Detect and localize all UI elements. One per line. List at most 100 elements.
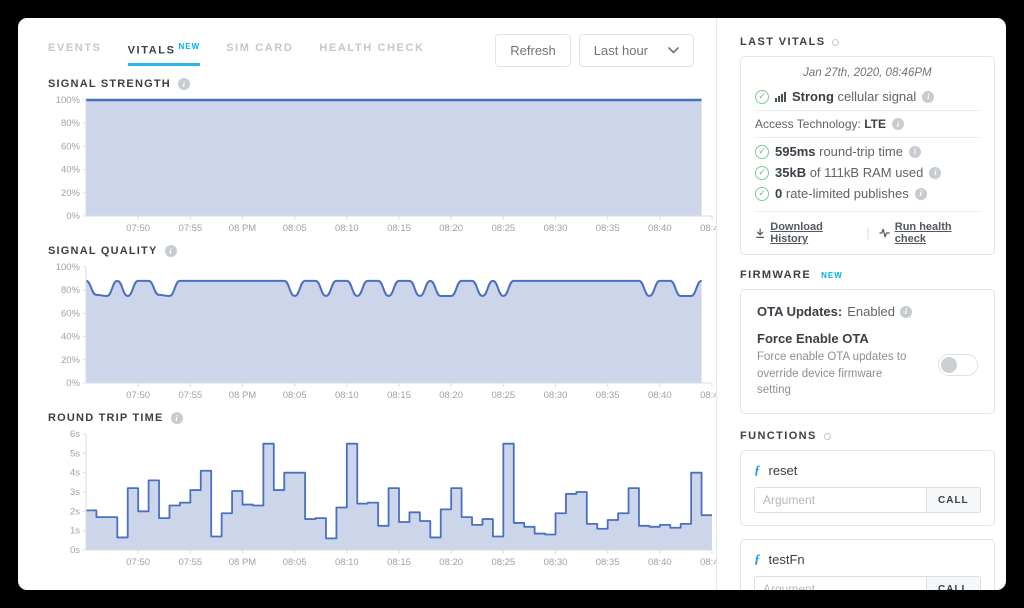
svg-text:08:15: 08:15 bbox=[387, 557, 411, 568]
info-icon[interactable]: i bbox=[164, 245, 177, 257]
svg-text:07:55: 07:55 bbox=[178, 223, 202, 234]
last-vitals-header: LAST VITALS bbox=[740, 36, 995, 48]
function-card-reset: ƒ reset CALL bbox=[740, 450, 995, 527]
new-badge: NEW bbox=[178, 42, 201, 51]
info-icon[interactable]: i bbox=[922, 90, 935, 103]
svg-text:08:20: 08:20 bbox=[439, 390, 463, 401]
svg-text:20%: 20% bbox=[61, 355, 81, 366]
info-icon[interactable]: i bbox=[914, 187, 927, 200]
tab-vitals-label: VITALS bbox=[127, 44, 176, 57]
signal-strength-chart: 0% 20% 40% 60% 80% 100% 07:50 07:55 08 PM 08:05 08… bbox=[56, 95, 724, 234]
svg-text:5s: 5s bbox=[70, 448, 80, 459]
call-button[interactable]: CALL bbox=[926, 576, 981, 590]
info-icon[interactable]: i bbox=[908, 145, 921, 158]
svg-text:08 PM: 08 PM bbox=[229, 390, 257, 401]
signal-quality-title: SIGNAL QUALITY bbox=[48, 245, 158, 257]
rate-limited-publishes-row: ✓ 0 rate-limited publishes i bbox=[755, 183, 980, 204]
round-trip-time-row: ✓ 595ms round-trip time i bbox=[755, 141, 980, 162]
svg-text:07:50: 07:50 bbox=[126, 390, 150, 401]
functions-header-label: FUNCTIONS bbox=[740, 430, 817, 443]
chevron-down-icon bbox=[668, 47, 679, 54]
info-icon[interactable]: i bbox=[899, 305, 912, 318]
svg-text:07:55: 07:55 bbox=[178, 557, 202, 568]
svg-text:100%: 100% bbox=[56, 262, 81, 273]
svg-text:6s: 6s bbox=[70, 429, 80, 440]
heartbeat-icon bbox=[879, 228, 890, 238]
argument-input[interactable] bbox=[754, 487, 927, 514]
force-ota-description: Force enable OTA updates to override dev… bbox=[757, 351, 907, 397]
svg-text:08 PM: 08 PM bbox=[229, 557, 257, 568]
svg-text:08:15: 08:15 bbox=[387, 390, 411, 401]
tab-vitals[interactable]: VITALS NEW bbox=[127, 42, 201, 66]
tab-sim-card[interactable]: SIM CARD bbox=[226, 42, 294, 54]
svg-text:40%: 40% bbox=[61, 332, 81, 343]
svg-text:07:50: 07:50 bbox=[126, 223, 150, 234]
svg-text:40%: 40% bbox=[61, 165, 81, 176]
info-icon[interactable]: i bbox=[891, 118, 904, 130]
signal-bars-icon bbox=[775, 91, 786, 102]
svg-text:80%: 80% bbox=[61, 118, 81, 129]
ram-text: of 111kB RAM used bbox=[809, 165, 924, 180]
svg-text:0s: 0s bbox=[70, 545, 80, 556]
toggle-knob bbox=[940, 357, 957, 373]
signal-strength-text: cellular signal bbox=[837, 89, 917, 104]
check-icon: ✓ bbox=[755, 144, 769, 159]
svg-text:08:45: 08:45 bbox=[700, 223, 716, 234]
svg-text:20%: 20% bbox=[61, 188, 81, 199]
tab-bar: EVENTS VITALS NEW SIM CARD HEALTH CHECK bbox=[48, 34, 425, 66]
ota-updates-row: OTA Updates: Enabled i bbox=[757, 304, 978, 319]
svg-text:08:10: 08:10 bbox=[335, 223, 359, 234]
svg-text:4s: 4s bbox=[70, 468, 80, 479]
signal-strength-section: SIGNAL STRENGTH i 0% 20% 40% 60% 80% 100% 07:5… bbox=[48, 78, 724, 241]
force-ota-toggle[interactable] bbox=[937, 354, 978, 376]
download-history-link[interactable]: Download History bbox=[755, 221, 857, 245]
svg-text:08:35: 08:35 bbox=[596, 223, 620, 234]
divider: | bbox=[866, 226, 870, 240]
chart-controls: Refresh Last hour bbox=[495, 34, 694, 67]
vitals-main-panel: EVENTS VITALS NEW SIM CARD HEALTH CHECK R… bbox=[18, 18, 724, 590]
tab-events[interactable]: EVENTS bbox=[48, 42, 102, 54]
access-technology-row: Access Technology: LTE i bbox=[755, 110, 980, 138]
vitals-actions: Download History | Run health check bbox=[755, 211, 980, 245]
force-enable-ota-row: Force Enable OTA Force enable OTA update… bbox=[757, 331, 978, 399]
svg-text:08:30: 08:30 bbox=[544, 390, 568, 401]
svg-text:08:45: 08:45 bbox=[700, 557, 716, 568]
force-ota-title: Force Enable OTA bbox=[757, 331, 869, 346]
check-icon: ✓ bbox=[755, 165, 769, 180]
svg-text:08:25: 08:25 bbox=[491, 223, 515, 234]
info-icon[interactable]: i bbox=[929, 166, 942, 179]
ram-used-row: ✓ 35kB of 111kB RAM used i bbox=[755, 162, 980, 183]
svg-text:08:05: 08:05 bbox=[283, 557, 307, 568]
svg-text:0%: 0% bbox=[66, 378, 80, 389]
svg-text:08:10: 08:10 bbox=[335, 390, 359, 401]
time-range-value: Last hour bbox=[593, 43, 648, 58]
signal-quality-section: SIGNAL QUALITY i 0% 20% 40% 60% 80% 100% 07:50… bbox=[48, 245, 724, 408]
time-range-select[interactable]: Last hour bbox=[578, 34, 694, 67]
function-icon: ƒ bbox=[754, 551, 761, 567]
round-trip-time-section: ROUND TRIP TIME i 0s 1s 2s 3s 4s 5s 6s 07:50 07:… bbox=[48, 412, 724, 575]
run-health-check-link[interactable]: Run health check bbox=[879, 221, 980, 245]
svg-text:60%: 60% bbox=[61, 141, 81, 152]
svg-text:08:40: 08:40 bbox=[648, 557, 672, 568]
status-dot-icon bbox=[823, 432, 831, 440]
call-button[interactable]: CALL bbox=[926, 487, 981, 514]
svg-text:08:25: 08:25 bbox=[491, 390, 515, 401]
last-vitals-panel: Jan 27th, 2020, 08:46PM ✓ Strong cellula… bbox=[740, 56, 995, 255]
function-icon: ƒ bbox=[754, 462, 761, 478]
round-trip-time-title: ROUND TRIP TIME bbox=[48, 412, 164, 424]
svg-text:07:55: 07:55 bbox=[178, 390, 202, 401]
info-icon[interactable]: i bbox=[177, 78, 190, 90]
firmware-panel: OTA Updates: Enabled i Force Enable OTA … bbox=[740, 289, 995, 415]
info-icon[interactable]: i bbox=[170, 412, 183, 424]
svg-text:08 PM: 08 PM bbox=[229, 223, 257, 234]
access-technology-value: LTE bbox=[864, 117, 886, 131]
device-vitals-window: EVENTS VITALS NEW SIM CARD HEALTH CHECK R… bbox=[18, 18, 1006, 590]
tab-health-check[interactable]: HEALTH CHECK bbox=[319, 42, 425, 54]
signal-strength-value: Strong bbox=[792, 89, 834, 104]
refresh-button[interactable]: Refresh bbox=[495, 34, 571, 67]
svg-text:08:15: 08:15 bbox=[387, 223, 411, 234]
function-name: reset bbox=[768, 462, 798, 478]
function-name: testFn bbox=[768, 551, 805, 567]
svg-text:100%: 100% bbox=[56, 95, 81, 106]
argument-input[interactable] bbox=[754, 576, 927, 590]
